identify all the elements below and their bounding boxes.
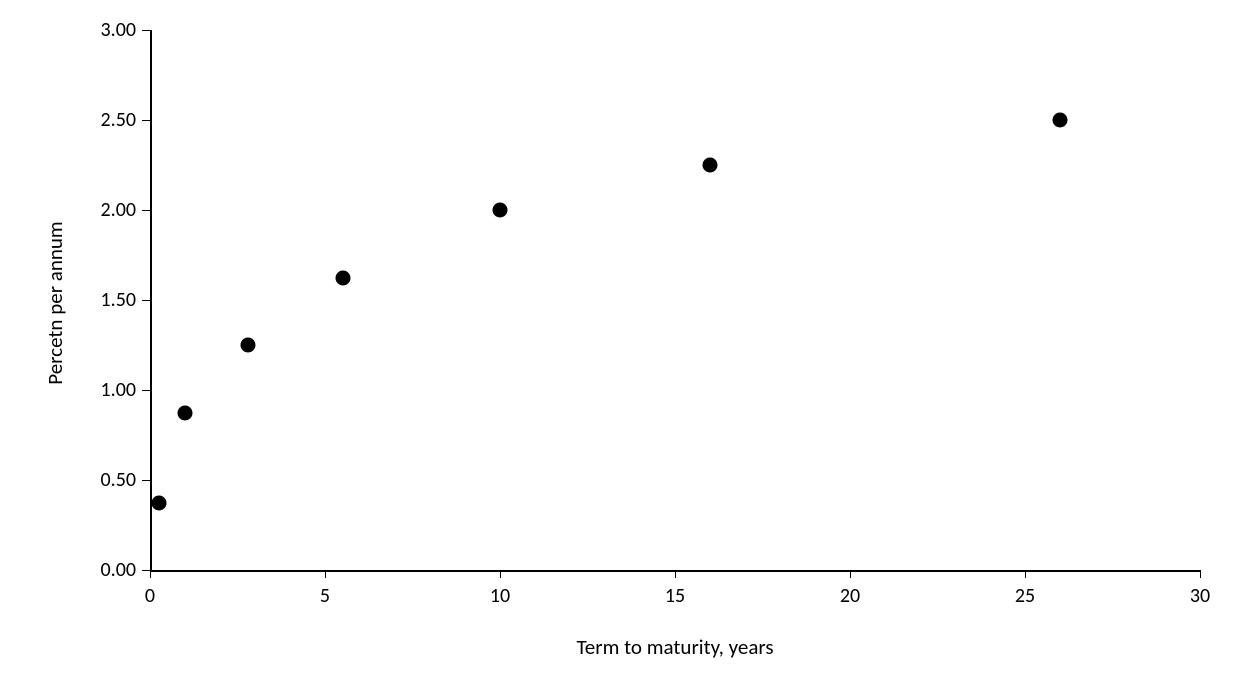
x-tick-label: 10: [460, 584, 540, 608]
y-tick: [142, 300, 150, 302]
x-tick: [325, 570, 327, 578]
yield-curve-chart: Percetn per annum Term to maturity, year…: [0, 0, 1260, 700]
x-tick: [1025, 570, 1027, 578]
x-tick-label: 5: [285, 584, 365, 608]
y-tick: [142, 210, 150, 212]
x-tick: [850, 570, 852, 578]
y-tick-label: 0.50: [101, 468, 136, 492]
y-tick: [142, 390, 150, 392]
data-point: [1053, 113, 1068, 128]
data-point: [493, 203, 508, 218]
data-point: [241, 338, 256, 353]
x-tick-label: 25: [985, 584, 1065, 608]
y-tick: [142, 30, 150, 32]
data-point: [178, 405, 193, 420]
data-point: [151, 495, 166, 510]
x-tick-label: 30: [1160, 584, 1240, 608]
y-tick: [142, 480, 150, 482]
y-tick-label: 3.00: [101, 18, 136, 42]
x-tick-label: 0: [110, 584, 190, 608]
data-point: [703, 158, 718, 173]
x-tick: [1200, 570, 1202, 578]
y-tick: [142, 570, 150, 572]
y-tick-label: 1.50: [101, 288, 136, 312]
y-tick-label: 2.50: [101, 108, 136, 132]
data-point: [335, 270, 350, 285]
y-axis-title: Percetn per annum: [42, 33, 68, 573]
x-axis-title: Term to maturity, years: [150, 634, 1200, 660]
x-tick: [500, 570, 502, 578]
y-tick-label: 1.00: [101, 378, 136, 402]
y-tick-label: 2.00: [101, 198, 136, 222]
x-tick-label: 15: [635, 584, 715, 608]
plot-area: [150, 30, 1200, 570]
x-tick: [150, 570, 152, 578]
y-tick: [142, 120, 150, 122]
x-tick-label: 20: [810, 584, 890, 608]
x-tick: [675, 570, 677, 578]
y-axis-line: [150, 30, 152, 570]
y-tick-label: 0.00: [101, 558, 136, 582]
